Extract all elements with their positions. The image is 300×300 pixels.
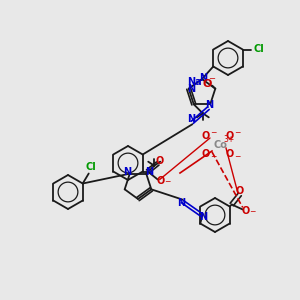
Text: O: O bbox=[226, 149, 234, 159]
Text: N: N bbox=[187, 114, 195, 124]
Text: N: N bbox=[205, 100, 213, 110]
Text: Cl: Cl bbox=[253, 44, 264, 55]
Text: O: O bbox=[202, 79, 212, 89]
Text: N: N bbox=[199, 212, 207, 223]
Text: Na: Na bbox=[187, 77, 202, 87]
Text: −: − bbox=[210, 128, 216, 137]
Text: 3+: 3+ bbox=[224, 136, 235, 145]
Text: −: − bbox=[250, 207, 256, 216]
Text: −: − bbox=[234, 152, 240, 161]
Text: O: O bbox=[242, 206, 250, 217]
Text: N: N bbox=[145, 167, 153, 177]
Text: −: − bbox=[210, 152, 216, 161]
Text: −: − bbox=[234, 128, 240, 137]
Text: O: O bbox=[236, 185, 244, 196]
Text: N: N bbox=[199, 73, 207, 83]
Text: −: − bbox=[208, 74, 215, 83]
Text: O: O bbox=[156, 155, 164, 166]
Text: O: O bbox=[202, 149, 210, 159]
Text: O: O bbox=[157, 176, 165, 187]
Text: Co: Co bbox=[213, 140, 227, 150]
Text: N: N bbox=[188, 84, 196, 94]
Text: −: − bbox=[164, 177, 171, 186]
Text: N: N bbox=[123, 167, 131, 177]
Text: Cl: Cl bbox=[85, 163, 96, 172]
Text: N: N bbox=[177, 199, 185, 208]
Text: O: O bbox=[226, 131, 234, 141]
Text: O: O bbox=[202, 131, 210, 141]
